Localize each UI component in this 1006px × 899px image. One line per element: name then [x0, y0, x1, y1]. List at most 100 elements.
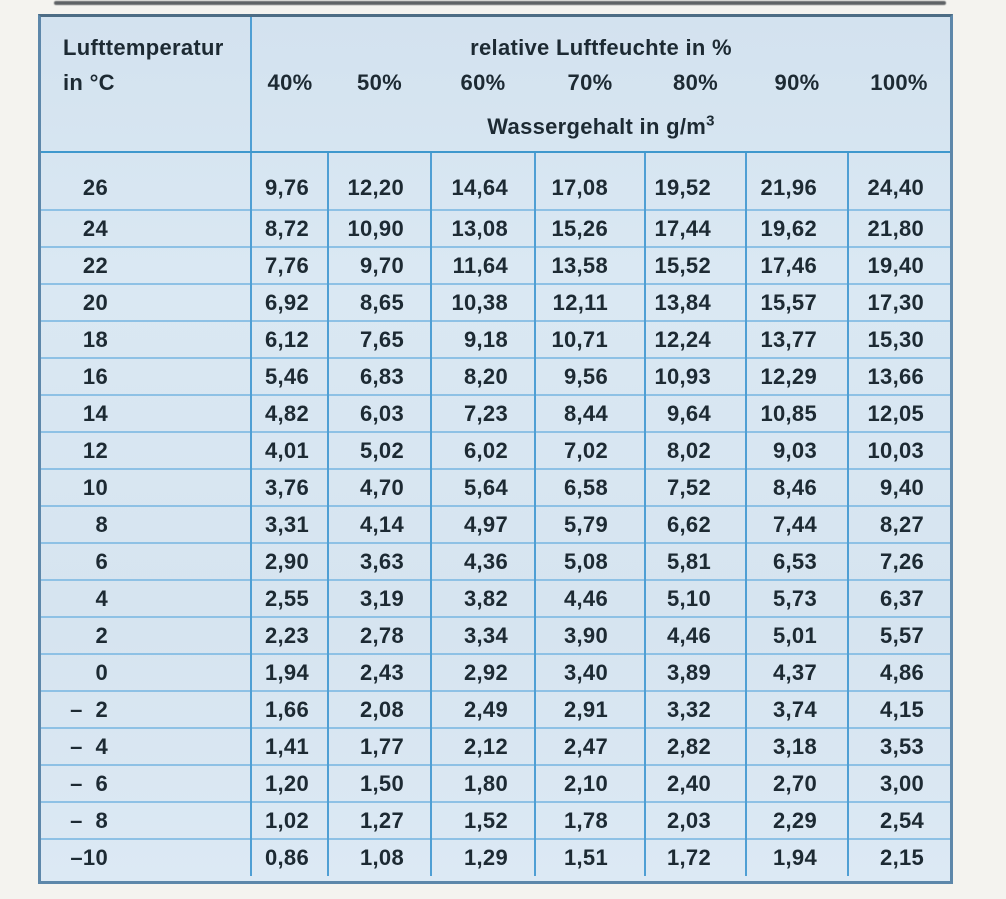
value-cell-50: 4,14 — [327, 505, 431, 543]
value-cell-90: 3,74 — [745, 690, 848, 728]
value-cell-50: 1,08 — [327, 838, 431, 876]
temp-cell: 10 — [41, 468, 251, 506]
value-cell-100: 7,26 — [846, 542, 951, 580]
header-row-percent: in °C 40% 50% 60% 70% 80% 90% 100% — [41, 63, 950, 103]
value-cell-60: 1,52 — [430, 801, 535, 839]
value-cell-70: 1,51 — [534, 838, 645, 876]
value-cell-80: 9,64 — [644, 394, 746, 432]
subtitle-superscript: 3 — [706, 112, 715, 130]
value-cell-90: 5,01 — [745, 616, 848, 654]
value-cell-80: 3,89 — [644, 653, 746, 691]
header-row-title: Lufttemperatur relative Luftfeuchte in % — [41, 17, 951, 63]
value-cell-50: 3,19 — [327, 579, 431, 617]
value-cell-90: 12,29 — [745, 357, 848, 395]
temp-cell: 16 — [41, 357, 251, 395]
value-cell-100: 8,27 — [846, 505, 951, 543]
value-cell-100: 9,40 — [846, 468, 951, 506]
value-cell-90: 15,57 — [745, 283, 848, 321]
value-cell-90: 3,18 — [745, 727, 848, 765]
value-cell-90: 19,62 — [745, 209, 848, 247]
value-cell-60: 6,02 — [430, 431, 535, 469]
value-cell-50: 1,27 — [327, 801, 431, 839]
value-cell-60: 13,08 — [430, 209, 535, 247]
value-cell-50: 8,65 — [327, 283, 431, 321]
table-row: 2 2,23 2,78 3,34 3,90 4,46 5,01 5,57 — [41, 616, 951, 654]
table-row: 24 8,72 10,90 13,08 15,26 17,44 19,62 21… — [41, 209, 951, 247]
value-cell-60: 11,64 — [430, 246, 535, 284]
value-cell-90: 21,96 — [745, 152, 848, 210]
value-cell-40: 0,86 — [250, 838, 328, 876]
value-cell-100: 3,53 — [846, 727, 951, 765]
table-row: – 2 1,66 2,08 2,49 2,91 3,32 3,74 4,15 — [41, 690, 951, 728]
temp-cell: 12 — [41, 431, 251, 469]
value-cell-40: 8,72 — [250, 209, 328, 247]
value-cell-50: 2,78 — [327, 616, 431, 654]
value-cell-70: 5,79 — [534, 505, 645, 543]
temp-cell: 24 — [41, 209, 251, 247]
value-cell-40: 7,76 — [250, 246, 328, 284]
humidity-col-50: 50% — [357, 70, 402, 95]
value-cell-50: 10,90 — [327, 209, 431, 247]
value-cell-40: 2,23 — [250, 616, 328, 654]
value-cell-50: 6,83 — [327, 357, 431, 395]
table-row: 22 7,76 9,70 11,64 13,58 15,52 17,46 19,… — [41, 246, 951, 284]
value-cell-50: 3,63 — [327, 542, 431, 580]
value-cell-70: 7,02 — [534, 431, 645, 469]
humidity-col-100: 100% — [870, 70, 928, 95]
table-row: 6 2,90 3,63 4,36 5,08 5,81 6,53 7,26 — [41, 542, 951, 580]
value-cell-80: 2,03 — [644, 801, 746, 839]
table-row: – 4 1,41 1,77 2,12 2,47 2,82 3,18 3,53 — [41, 727, 951, 765]
value-cell-80: 13,84 — [644, 283, 746, 321]
humidity-col-70: 70% — [567, 70, 613, 95]
temp-cell: – 6 — [41, 764, 251, 802]
value-cell-80: 4,46 — [644, 616, 746, 654]
temp-cell: 22 — [41, 246, 251, 284]
value-cell-40: 2,55 — [250, 579, 328, 617]
col-header-lufttemperatur: Lufttemperatur — [63, 35, 224, 60]
value-cell-70: 13,58 — [534, 246, 645, 284]
table-row: 16 5,46 6,83 8,20 9,56 10,93 12,29 13,66 — [41, 357, 951, 395]
value-cell-70: 4,46 — [534, 579, 645, 617]
temp-cell: 20 — [41, 283, 251, 321]
value-cell-80: 6,62 — [644, 505, 746, 543]
temp-cell: 4 — [41, 579, 251, 617]
value-cell-40: 1,02 — [250, 801, 328, 839]
value-cell-60: 3,82 — [430, 579, 535, 617]
value-cell-60: 2,92 — [430, 653, 535, 691]
value-cell-60: 9,18 — [430, 320, 535, 358]
value-cell-80: 10,93 — [644, 357, 746, 395]
value-cell-90: 2,29 — [745, 801, 848, 839]
value-cell-50: 7,65 — [327, 320, 431, 358]
value-cell-70: 6,58 — [534, 468, 645, 506]
value-cell-60: 2,49 — [430, 690, 535, 728]
table-row: –10 0,86 1,08 1,29 1,51 1,72 1,94 2,15 — [41, 838, 951, 876]
value-cell-70: 12,11 — [534, 283, 645, 321]
value-cell-50: 1,77 — [327, 727, 431, 765]
value-cell-90: 9,03 — [745, 431, 848, 469]
value-cell-100: 12,05 — [846, 394, 951, 432]
table-row: – 8 1,02 1,27 1,52 1,78 2,03 2,29 2,54 — [41, 801, 951, 839]
temp-cell: –10 — [41, 838, 251, 876]
value-cell-100: 10,03 — [846, 431, 951, 469]
value-cell-90: 2,70 — [745, 764, 848, 802]
value-cell-100: 2,54 — [846, 801, 951, 839]
value-cell-100: 15,30 — [846, 320, 951, 358]
value-cell-70: 2,10 — [534, 764, 645, 802]
value-cell-50: 1,50 — [327, 764, 431, 802]
value-cell-60: 8,20 — [430, 357, 535, 395]
value-cell-40: 9,76 — [250, 152, 328, 210]
value-cell-60: 10,38 — [430, 283, 535, 321]
value-cell-60: 1,29 — [430, 838, 535, 876]
value-cell-70: 17,08 — [534, 152, 645, 210]
value-cell-40: 3,31 — [250, 505, 328, 543]
value-cell-100: 4,86 — [846, 653, 951, 691]
value-cell-70: 15,26 — [534, 209, 645, 247]
temp-cell: – 2 — [41, 690, 251, 728]
humidity-col-80: 80% — [673, 70, 718, 95]
value-cell-80: 1,72 — [644, 838, 746, 876]
value-cell-60: 1,80 — [430, 764, 535, 802]
value-cell-50: 12,20 — [327, 152, 431, 210]
value-cell-100: 24,40 — [846, 152, 951, 210]
table-header: Lufttemperatur relative Luftfeuchte in %… — [41, 17, 951, 153]
header-empty-cell — [41, 103, 251, 153]
